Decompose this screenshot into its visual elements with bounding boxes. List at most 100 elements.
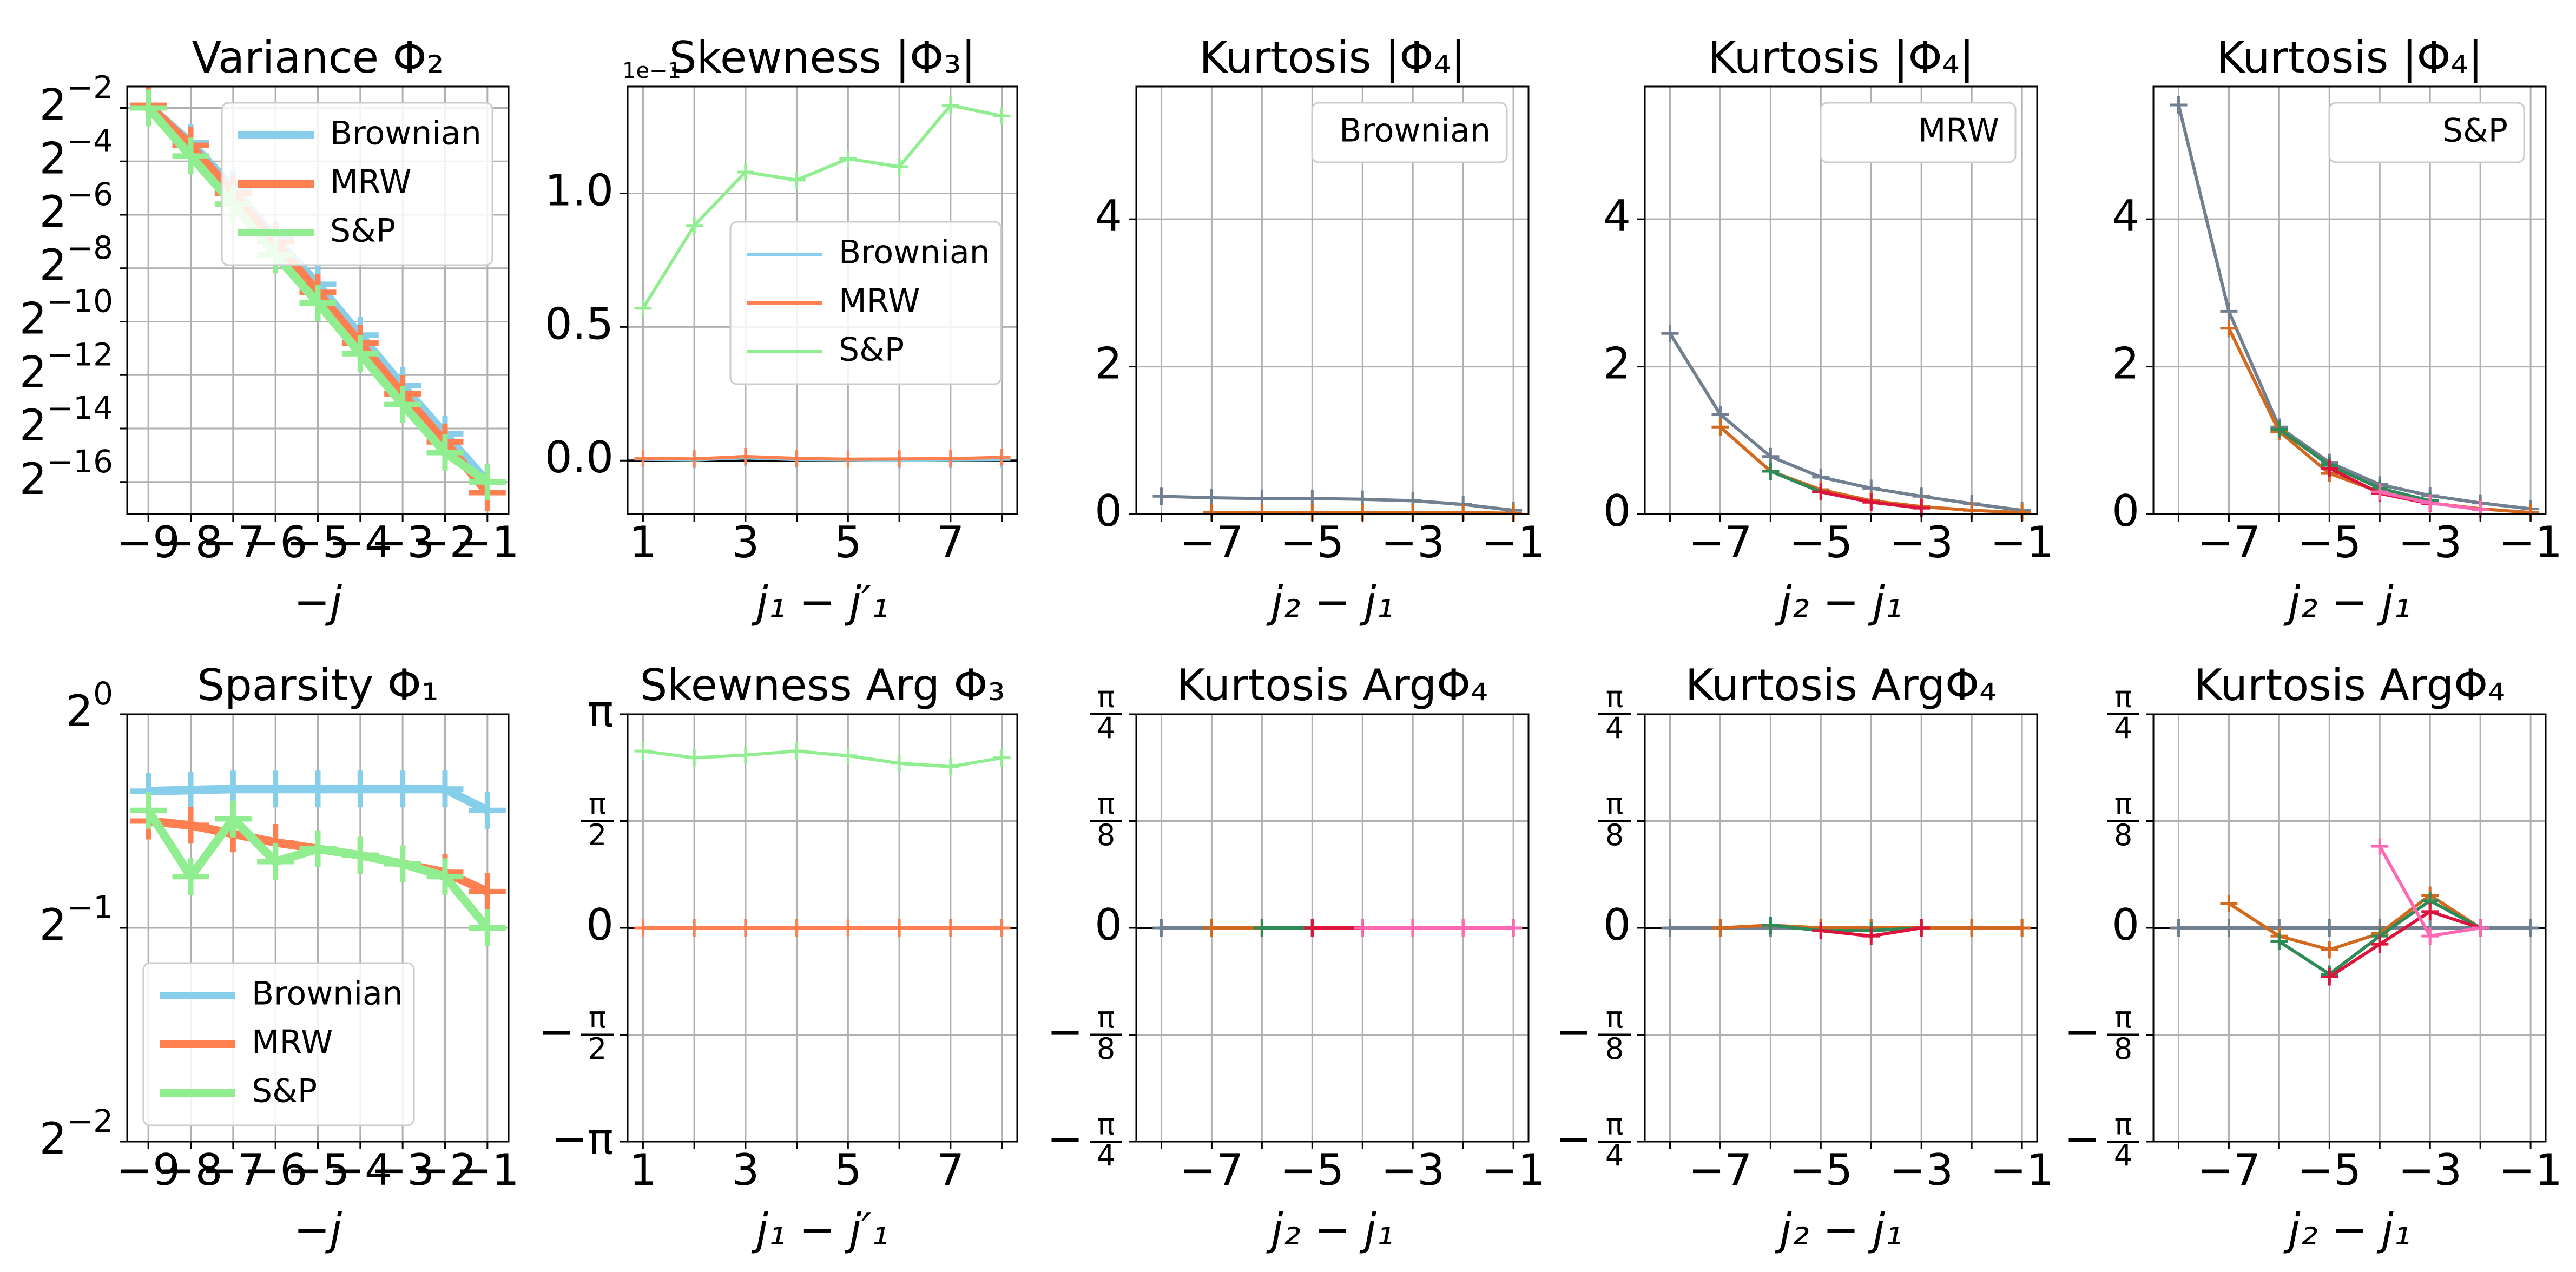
x-tick-label: −4 bbox=[328, 517, 392, 568]
x-axis-label: −j bbox=[294, 1204, 342, 1255]
series-line-snp bbox=[641, 103, 1003, 309]
data-point bbox=[941, 758, 959, 776]
data-point bbox=[686, 450, 703, 468]
data-point bbox=[941, 450, 959, 467]
svg-text:−: − bbox=[1047, 1006, 1083, 1057]
legend: Brownian MRW S&P bbox=[221, 102, 493, 266]
svg-text:π: π bbox=[589, 1000, 607, 1034]
series-line-seagreen bbox=[2278, 427, 2430, 503]
svg-text:π: π bbox=[2114, 680, 2132, 714]
y-tick-label: π8 bbox=[1598, 787, 1631, 852]
legend-label: Brownian bbox=[252, 975, 403, 1013]
data-point bbox=[1711, 919, 1729, 937]
subplot-title: Kurtosis ArgΦ₄ bbox=[1177, 660, 1488, 710]
x-axis-label: j₂ − j₁ bbox=[1266, 1204, 1393, 1255]
data-point bbox=[736, 746, 754, 764]
svg-text:8: 8 bbox=[1605, 1032, 1624, 1066]
x-tick-label: −3 bbox=[2398, 517, 2462, 568]
svg-text:4: 4 bbox=[2114, 711, 2132, 746]
x-tick-label: −4 bbox=[328, 1145, 392, 1195]
y-tick-label: 0 bbox=[2112, 900, 2139, 950]
x-axis-label: j₁ − j′₁ bbox=[751, 577, 889, 627]
svg-text:π: π bbox=[2114, 787, 2132, 821]
svg-text:−: − bbox=[2064, 1006, 2100, 1057]
x-tick-label: −3 bbox=[2398, 1145, 2462, 1195]
y-tick-label: 2−12 bbox=[19, 336, 113, 397]
x-tick-label: −5 bbox=[1789, 517, 1853, 568]
x-axis-label: j₁ − j′₁ bbox=[751, 1204, 889, 1255]
x-tick-label: −2 bbox=[413, 517, 477, 568]
y-tick-label: π8 bbox=[2107, 787, 2139, 852]
data-point bbox=[1862, 927, 1880, 945]
data-point bbox=[993, 107, 1011, 125]
scale-label: 1e−1 bbox=[622, 58, 681, 83]
legend-label: Brownian bbox=[839, 234, 990, 272]
x-tick-label: 1 bbox=[629, 517, 657, 568]
legend-box bbox=[2328, 102, 2525, 163]
legend-label: S&P bbox=[330, 212, 396, 250]
data-point bbox=[1505, 919, 1523, 937]
svg-text:8: 8 bbox=[2114, 1032, 2132, 1066]
y-tick-label: 2 bbox=[2112, 339, 2139, 389]
data-point bbox=[686, 919, 703, 937]
legend-label: S&P bbox=[839, 331, 904, 369]
data-point bbox=[469, 463, 506, 500]
data-point bbox=[941, 96, 959, 114]
data-point bbox=[634, 450, 652, 467]
y-tick-label: 2−2 bbox=[39, 69, 113, 130]
legend-box bbox=[142, 962, 415, 1126]
x-tick-label: −3 bbox=[371, 1145, 434, 1195]
svg-text:−: − bbox=[1556, 1113, 1592, 1164]
data-point bbox=[2220, 302, 2238, 320]
subplot-6: −9−8−7−6−5−4−3−2−1 20 2−1 2−2 Sparsity Φ₁ −j B… bbox=[39, 660, 519, 1255]
x-tick-label: −3 bbox=[1889, 1145, 1953, 1195]
data-point bbox=[2220, 919, 2238, 937]
data-point bbox=[736, 447, 754, 465]
y-tick-label: 2−1 bbox=[39, 889, 113, 950]
subplot-title: Kurtosis ArgΦ₄ bbox=[2194, 660, 2505, 710]
y-tick-label: 2−14 bbox=[19, 390, 113, 451]
x-tick-label: 5 bbox=[834, 517, 862, 568]
y-tick-label: − π8 bbox=[1556, 1000, 1631, 1066]
data-point bbox=[634, 299, 652, 317]
data-point bbox=[1963, 919, 1981, 937]
subplot-title: Sparsity Φ₁ bbox=[197, 660, 439, 710]
axes-frame bbox=[1644, 85, 2038, 515]
data-point bbox=[1762, 463, 1780, 480]
y-tick-label: 2−16 bbox=[19, 443, 113, 504]
data-point bbox=[2321, 968, 2338, 986]
x-tick-label: −5 bbox=[286, 1145, 350, 1195]
series-line-seagreen bbox=[1770, 923, 1922, 933]
data-point bbox=[257, 770, 294, 808]
y-tick-label: 0 bbox=[1095, 900, 1122, 950]
x-tick-label: −9 bbox=[116, 1145, 180, 1195]
data-point bbox=[736, 163, 754, 181]
subplot-title: Kurtosis ArgΦ₄ bbox=[1685, 660, 1997, 710]
subplot-title: Variance Φ₂ bbox=[192, 32, 444, 83]
legend: Brownian MRW S&P bbox=[142, 962, 415, 1126]
subplot-5: −7 −5 −3 −1 0 2 4 Kurtosis |Φ₄| j₂ − j₁ S&P bbox=[2112, 32, 2562, 627]
data-point bbox=[1404, 919, 1422, 937]
data-point bbox=[172, 858, 209, 895]
data-point bbox=[1913, 919, 1931, 937]
x-axis-label: −j bbox=[294, 577, 342, 627]
x-tick-label: −1 bbox=[2499, 1145, 2562, 1195]
x-tick-label: −1 bbox=[456, 1145, 519, 1195]
svg-text:2: 2 bbox=[588, 818, 607, 852]
y-tick-label: − π8 bbox=[2064, 1000, 2139, 1066]
axes-frame bbox=[2152, 85, 2547, 515]
svg-text:π: π bbox=[1606, 680, 1624, 714]
legend: S&P bbox=[2328, 102, 2525, 163]
data-point bbox=[1762, 447, 1780, 465]
x-tick-label: −7 bbox=[201, 1145, 265, 1195]
data-point bbox=[214, 800, 252, 838]
data-point bbox=[839, 150, 857, 168]
data-point bbox=[257, 843, 294, 880]
x-tick-label: −5 bbox=[1280, 1145, 1344, 1195]
svg-text:π: π bbox=[1606, 1000, 1624, 1034]
data-point bbox=[839, 919, 857, 937]
data-point bbox=[634, 919, 652, 937]
x-tick-label: −7 bbox=[1688, 1145, 1752, 1195]
y-tick-label: 0.5 bbox=[545, 299, 614, 349]
